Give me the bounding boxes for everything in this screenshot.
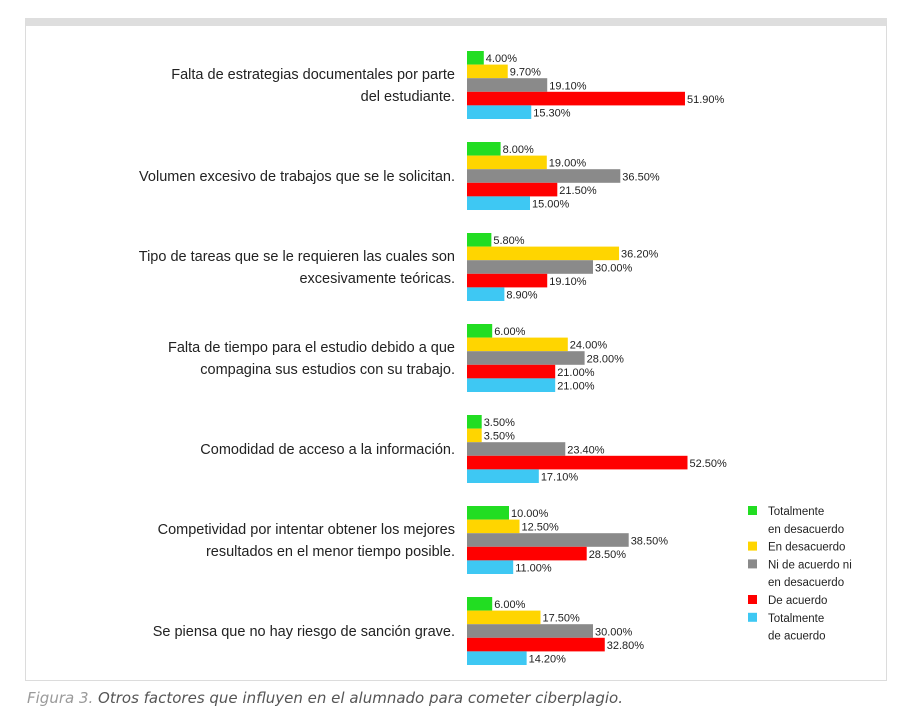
data-label: 19.10% (549, 80, 587, 92)
data-label: 19.10% (549, 276, 587, 288)
legend-swatch (748, 559, 757, 569)
bar (467, 169, 621, 183)
data-label: 19.00% (549, 158, 587, 170)
bar (467, 233, 492, 247)
bar (467, 196, 530, 210)
legend-label: En desacuerdo (768, 542, 845, 554)
data-label: 8.90% (506, 290, 537, 302)
data-label: 10.00% (511, 508, 549, 520)
category-label: Se piensa que no hay riesgo de sanción g… (153, 624, 455, 640)
bar (467, 351, 585, 365)
bar (467, 273, 548, 288)
category-label: Falta de estrategias documentales por pa… (171, 67, 455, 83)
caption-lead: Figura 3. (27, 689, 94, 707)
bar (467, 546, 587, 561)
category-label: del estudiante. (361, 89, 455, 105)
legend-swatch (748, 541, 757, 551)
legend-swatch (748, 506, 757, 515)
bar (467, 105, 532, 119)
category-label: compagina sus estudios con su trabajo. (200, 362, 455, 378)
data-label: 52.50% (690, 458, 728, 470)
bar (467, 182, 558, 197)
figure-caption: Figura 3. Otros factores que influyen en… (27, 689, 623, 707)
bar (467, 442, 566, 456)
data-label: 30.00% (595, 626, 633, 638)
data-label: 24.00% (570, 340, 608, 352)
category-label: excesivamente teóricas. (299, 271, 455, 287)
legend-label: Totalmente (768, 613, 824, 625)
bar (467, 337, 568, 352)
bar (467, 78, 548, 92)
data-label: 36.50% (622, 171, 660, 183)
bar (467, 469, 539, 483)
data-label: 17.50% (543, 613, 581, 625)
caption-text: Otros factores que influyen en el alumna… (93, 689, 623, 707)
bar (467, 455, 688, 470)
data-label: 21.00% (557, 381, 595, 393)
data-label: 8.00% (503, 144, 534, 156)
data-label: 32.80% (607, 640, 645, 652)
data-label: 28.50% (589, 549, 627, 561)
category-label: resultados en el menor tiempo posible. (206, 544, 455, 560)
data-label: 21.00% (557, 367, 595, 379)
data-label: 23.40% (567, 444, 605, 456)
data-label: 12.50% (522, 522, 560, 534)
bar (467, 428, 482, 443)
legend-label: Totalmente (768, 506, 824, 518)
category-label: Competividad por intentar obtener los me… (158, 522, 455, 538)
bar (467, 91, 685, 106)
data-label: 30.00% (595, 262, 633, 274)
bar (467, 260, 593, 274)
bar (467, 51, 484, 65)
legend-swatch (748, 612, 757, 622)
legend-label: de acuerdo (768, 631, 826, 643)
bar (467, 287, 505, 301)
data-label: 28.00% (587, 353, 625, 365)
bar (467, 597, 493, 611)
bar (467, 142, 501, 156)
data-label: 6.00% (494, 326, 525, 338)
data-label: 14.20% (529, 654, 567, 666)
data-label: 15.30% (533, 108, 571, 120)
category-label: Tipo de tareas que se le requieren las c… (139, 249, 455, 265)
bar (467, 560, 514, 574)
data-label: 5.80% (493, 235, 524, 247)
bar (467, 415, 482, 429)
legend-label: en desacuerdo (768, 577, 844, 589)
data-label: 38.50% (631, 535, 669, 547)
data-label: 4.00% (486, 53, 517, 65)
legend-label: De acuerdo (768, 595, 827, 607)
bar (467, 624, 593, 638)
bar (467, 155, 547, 170)
bar (467, 519, 520, 534)
data-label: 36.20% (621, 249, 659, 261)
bar (467, 64, 508, 79)
data-label: 17.10% (541, 472, 579, 484)
bar (467, 637, 605, 652)
category-label: Falta de tiempo para el estudio debido a… (168, 340, 455, 356)
bar (467, 533, 629, 547)
data-label: 6.00% (494, 599, 525, 611)
bar (467, 378, 556, 392)
legend-label: en desacuerdo (768, 524, 844, 536)
bar (467, 610, 541, 625)
data-label: 3.50% (484, 431, 515, 443)
legend-swatch (748, 595, 757, 604)
category-label: Volumen excesivo de trabajos que se le s… (139, 169, 455, 185)
figure-frame (25, 18, 887, 681)
legend-label: Ni de acuerdo ni (768, 559, 852, 571)
data-label: 15.00% (532, 199, 570, 211)
data-label: 21.50% (559, 185, 597, 197)
bar (467, 506, 509, 520)
data-label: 3.50% (484, 417, 515, 429)
bar (467, 364, 556, 379)
bar (467, 324, 493, 338)
bar (467, 246, 620, 261)
bar (467, 651, 527, 665)
category-label: Comodidad de acceso a la información. (200, 442, 455, 458)
data-label: 11.00% (515, 563, 552, 575)
data-label: 51.90% (687, 94, 725, 106)
data-label: 9.70% (510, 67, 541, 79)
